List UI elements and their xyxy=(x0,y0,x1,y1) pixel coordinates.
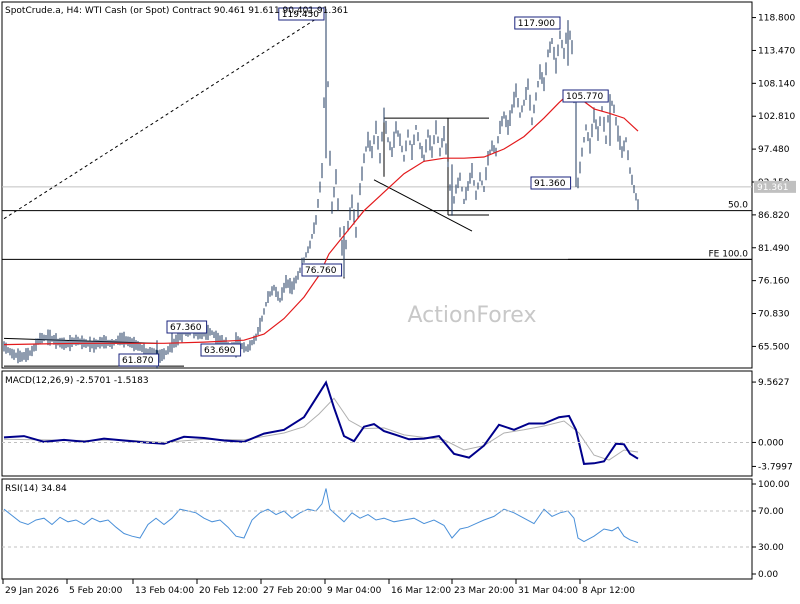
time-axis-label: 5 Feb 20:00 xyxy=(69,586,123,596)
price-axis-label: 108.140 xyxy=(758,79,795,89)
time-axis-label: 8 Apr 12:00 xyxy=(582,586,635,596)
price-axis-label: 76.160 xyxy=(758,277,790,287)
time-axis-label: 31 Mar 04:00 xyxy=(518,586,578,596)
price-annotation-box xyxy=(562,89,609,103)
macd-panel: 9.5627 0.000 -3.7997 MACD(12,26,9) -2.5701… xyxy=(1,370,793,477)
macd-panel-frame xyxy=(1,370,753,477)
main-chart-title: SpotCrude.a, H4: WTI Cash (or Spot) Cont… xyxy=(5,6,348,16)
price-axis-label: 118.800 xyxy=(758,14,795,24)
time-axis-label: 16 Mar 12:00 xyxy=(391,586,451,596)
price-annotation-label: 119.450 xyxy=(282,10,319,20)
time-axis-label: 9 Mar 04:00 xyxy=(327,586,382,596)
price-annotation-label: 117.900 xyxy=(518,19,555,29)
last-price-label: 91.361 xyxy=(757,183,789,193)
rsi-panel: 100.00 70.00 30.00 0.00 RSI(14) 34.84 xyxy=(1,478,790,580)
price-panel: ActionForex 50.0 FE 100.0 119.450 117.900 1… xyxy=(1,1,796,369)
rsi-panel-frame xyxy=(1,478,753,580)
rsi-axis-label: 0.00 xyxy=(758,570,778,580)
price-annotation-box xyxy=(278,7,325,21)
time-axis: 29 Jan 2026 5 Feb 20:00 13 Feb 04:00 20 Feb… xyxy=(2,579,635,596)
price-annotation-label: 63.690 xyxy=(204,346,236,356)
macd-signal-line xyxy=(3,397,639,461)
macd-title: MACD(12,26,9) -2.5701 -1.5183 xyxy=(5,376,149,386)
price-axis-label: 65.500 xyxy=(758,342,790,352)
price-annotation-label: 76.760 xyxy=(305,266,337,276)
price-annotation-box xyxy=(301,263,343,277)
last-price-marker xyxy=(754,180,796,193)
falling-trendline xyxy=(373,179,473,232)
watermark: ActionForex xyxy=(408,303,537,328)
rsi-axis-label: 100.00 xyxy=(758,480,790,490)
price-panel-frame xyxy=(1,1,753,369)
price-annotation-box xyxy=(200,343,242,357)
price-annotation-box xyxy=(530,176,572,190)
macd-axis-label: 9.5627 xyxy=(758,378,790,388)
macd-axis-label: 0.000 xyxy=(758,438,784,448)
time-axis-label: 27 Feb 20:00 xyxy=(263,586,322,596)
rsi-title: RSI(14) 34.84 xyxy=(5,484,67,494)
price-annotation-label: 67.360 xyxy=(170,323,202,333)
time-axis-label: 29 Jan 2026 xyxy=(5,586,59,596)
price-annotation-box xyxy=(118,353,160,367)
level-label: 50.0 xyxy=(728,201,748,211)
price-annotation-label: 105.770 xyxy=(566,92,603,102)
price-axis-label: 113.470 xyxy=(758,46,795,56)
time-axis-label: 13 Feb 04:00 xyxy=(135,586,194,596)
price-annotation-label: 91.360 xyxy=(534,179,566,189)
price-annotation-box xyxy=(166,320,208,334)
price-annotation-label: 61.870 xyxy=(122,356,154,366)
price-annotation-box xyxy=(514,16,561,30)
time-axis-label: 23 Mar 20:00 xyxy=(454,586,514,596)
price-axis-label: 102.810 xyxy=(758,112,795,122)
macd-line xyxy=(3,380,639,465)
price-axis-label: 86.820 xyxy=(758,211,790,221)
rsi-axis-label: 30.00 xyxy=(758,543,784,553)
price-axis-label: 70.830 xyxy=(758,310,790,320)
rsi-axis-label: 70.00 xyxy=(758,507,784,517)
time-axis-label: 20 Feb 12:00 xyxy=(199,586,258,596)
rsi-line xyxy=(3,488,639,544)
price-axis-label: 97.480 xyxy=(758,145,790,155)
price-axis-label: 81.490 xyxy=(758,244,790,254)
macd-axis-label: -3.7997 xyxy=(758,462,793,472)
level-label: FE 100.0 xyxy=(709,249,749,259)
